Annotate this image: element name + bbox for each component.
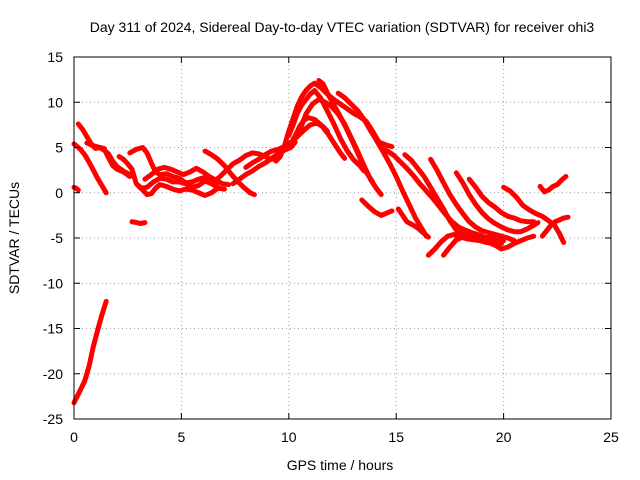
data-arc-arc-08 (135, 182, 227, 198)
data-arc-arc-29 (466, 176, 537, 225)
data-arc-arc-09 (129, 219, 148, 226)
data-arc-arc-21 (359, 197, 395, 218)
data-arc-arc-03 (71, 141, 109, 196)
data-arc-arc-30 (501, 184, 567, 245)
x-tick-label: 25 (603, 429, 619, 445)
data-arc-arc-27 (441, 233, 537, 258)
x-tick-label: 15 (388, 429, 404, 445)
data-arc-arc-20 (335, 90, 429, 239)
data-arc-arc-06 (116, 154, 221, 191)
y-tick-label: -10 (43, 275, 63, 291)
data-arc-arc-19 (316, 78, 376, 185)
data-arc-arc-07 (127, 145, 221, 186)
data-arc-arc-31 (537, 174, 569, 195)
y-tick-label: 5 (55, 140, 63, 156)
data-arc-arc-12 (211, 150, 281, 185)
y-tick-label: 15 (47, 49, 63, 65)
x-axis-label: GPS time / hours (287, 457, 394, 473)
data-arc-arc-23 (395, 206, 431, 240)
y-tick-label: -15 (43, 321, 63, 337)
x-tick-label: 20 (496, 429, 512, 445)
data-arc-arc-13 (230, 139, 298, 187)
data-arc-arc-02 (71, 298, 109, 406)
y-tick-label: -5 (51, 230, 64, 246)
y-tick-label: -20 (43, 366, 63, 382)
data-arc-arc-01 (71, 184, 81, 193)
y-tick-label: -25 (43, 411, 63, 427)
data-layer (71, 78, 571, 406)
x-tick-label: 10 (281, 429, 297, 445)
chart-title: Day 311 of 2024, Sidereal Day-to-day VTE… (90, 19, 595, 35)
data-arc-arc-28 (453, 170, 541, 235)
x-tick-label: 0 (70, 429, 78, 445)
y-tick-label: 0 (55, 185, 63, 201)
x-tick-label: 5 (178, 429, 186, 445)
data-arc-arc-32 (539, 214, 571, 239)
data-arc-arc-11 (202, 148, 257, 198)
data-arc-arc-26 (428, 156, 517, 244)
data-arc-arc-05 (84, 140, 133, 178)
ticks: 0 5 10 15 20 25 -25 -20 -15 -10 -5 0 5 10 15 (43, 49, 619, 445)
y-tick-label: 10 (47, 94, 63, 110)
y-axis-label: SDTVAR / TECUs (6, 182, 22, 294)
